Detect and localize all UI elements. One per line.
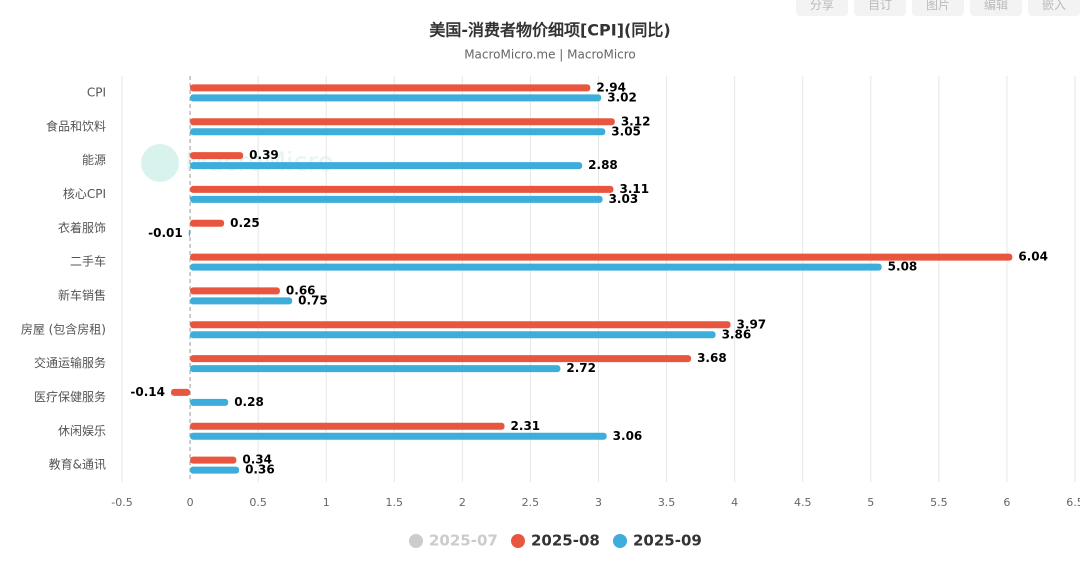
value-label: 0.66 <box>286 283 316 297</box>
y-tick-label: 食品和饮料 <box>46 118 106 133</box>
value-label: 3.68 <box>697 351 727 365</box>
legend-label[interactable]: 2025-09 <box>633 532 702 550</box>
toolbar-button[interactable]: 图片 <box>911 0 964 16</box>
y-tick-label: 核心CPI <box>63 187 106 201</box>
value-label: -0.01 <box>148 226 183 240</box>
x-tick-label: -0.5 <box>111 496 132 509</box>
x-tick-label: 4 <box>731 496 738 509</box>
value-label: 2.94 <box>596 80 626 94</box>
y-tick-label: 交通运输服务 <box>34 355 106 370</box>
value-label: 0.34 <box>242 453 272 467</box>
bar <box>190 219 225 227</box>
y-tick-label: 教育&通讯 <box>49 457 106 472</box>
bar <box>190 185 614 193</box>
value-label: -0.14 <box>130 385 165 399</box>
x-tick-label: 6 <box>1003 496 1010 509</box>
y-tick-label: 房屋 (包含房租) <box>21 321 106 336</box>
bar <box>190 355 692 363</box>
x-tick-label: 5.5 <box>930 496 948 509</box>
bar <box>190 287 280 295</box>
legend-marker[interactable] <box>409 534 423 548</box>
value-label: 5.08 <box>888 260 918 274</box>
x-tick-label: 1 <box>323 496 330 509</box>
x-tick-label: 4.5 <box>794 496 812 509</box>
x-tick-label: 0.5 <box>249 496 267 509</box>
value-label: 3.12 <box>621 114 651 128</box>
legend-label[interactable]: 2025-08 <box>531 532 600 550</box>
x-tick-label: 5 <box>867 496 874 509</box>
bar <box>190 253 1013 261</box>
y-tick-label: 休闲娱乐 <box>58 424 106 438</box>
value-label: 6.04 <box>1018 250 1048 264</box>
bar <box>190 128 606 136</box>
toolbar-button[interactable]: 编辑 <box>969 0 1022 16</box>
value-label: 3.03 <box>609 192 639 206</box>
x-tick-label: 3 <box>595 496 602 509</box>
chart-subtitle: MacroMicro.me | MacroMicro <box>464 48 636 62</box>
toolbar: 分享 自订 图片 编辑 嵌入 <box>795 0 1080 16</box>
y-tick-label: 衣着服饰 <box>58 220 106 235</box>
value-label: 0.75 <box>298 293 328 307</box>
x-tick-label: 3.5 <box>658 496 676 509</box>
bar <box>190 195 603 203</box>
x-tick-label: 6.5 <box>1066 496 1080 509</box>
bar <box>190 456 237 464</box>
bar <box>190 94 602 102</box>
value-label: 3.97 <box>737 317 767 331</box>
bar <box>190 152 244 160</box>
bar <box>190 118 615 126</box>
bar <box>190 398 229 406</box>
toolbar-button[interactable]: 自订 <box>853 0 906 16</box>
toolbar-button[interactable]: 嵌入 <box>1027 0 1080 16</box>
x-tick-label: 0 <box>187 496 194 509</box>
chart-title: 美国-消费者物价细项[CPI](同比) <box>429 21 670 40</box>
value-label: 0.28 <box>234 395 264 409</box>
value-label: 2.88 <box>588 158 618 172</box>
bar <box>190 297 293 305</box>
toolbar-button[interactable]: 分享 <box>795 0 848 16</box>
bar <box>188 229 191 237</box>
bar <box>190 331 716 339</box>
legend-marker[interactable] <box>613 534 627 548</box>
x-tick-label: 2.5 <box>522 496 540 509</box>
x-tick-label: 1.5 <box>386 496 404 509</box>
value-label: 0.39 <box>249 148 279 162</box>
y-tick-label: CPI <box>87 85 106 99</box>
bar <box>190 365 561 373</box>
y-tick-label: 医疗保健服务 <box>34 389 106 404</box>
value-label: 3.05 <box>611 124 641 138</box>
bar <box>190 466 240 474</box>
x-tick-label: 2 <box>459 496 466 509</box>
value-label: 3.02 <box>607 90 637 104</box>
y-tick-label: 能源 <box>82 153 106 167</box>
legend-marker[interactable] <box>511 534 525 548</box>
value-label: 0.25 <box>230 216 260 230</box>
watermark-logo <box>141 144 179 182</box>
bar <box>190 432 607 440</box>
value-label: 2.31 <box>511 419 541 433</box>
bar <box>190 422 505 430</box>
bar <box>190 263 882 271</box>
legend-label[interactable]: 2025-07 <box>429 532 498 550</box>
bar <box>171 388 191 396</box>
value-label: 3.06 <box>613 429 643 443</box>
value-label: 2.72 <box>566 361 596 375</box>
y-tick-label: 新车销售 <box>58 287 106 302</box>
bar <box>190 321 731 329</box>
bar <box>190 84 591 92</box>
value-label: 3.11 <box>619 182 649 196</box>
value-label: 0.36 <box>245 463 275 477</box>
bar <box>190 162 583 170</box>
value-label: 3.86 <box>722 327 752 341</box>
y-tick-label: 二手车 <box>70 254 106 269</box>
